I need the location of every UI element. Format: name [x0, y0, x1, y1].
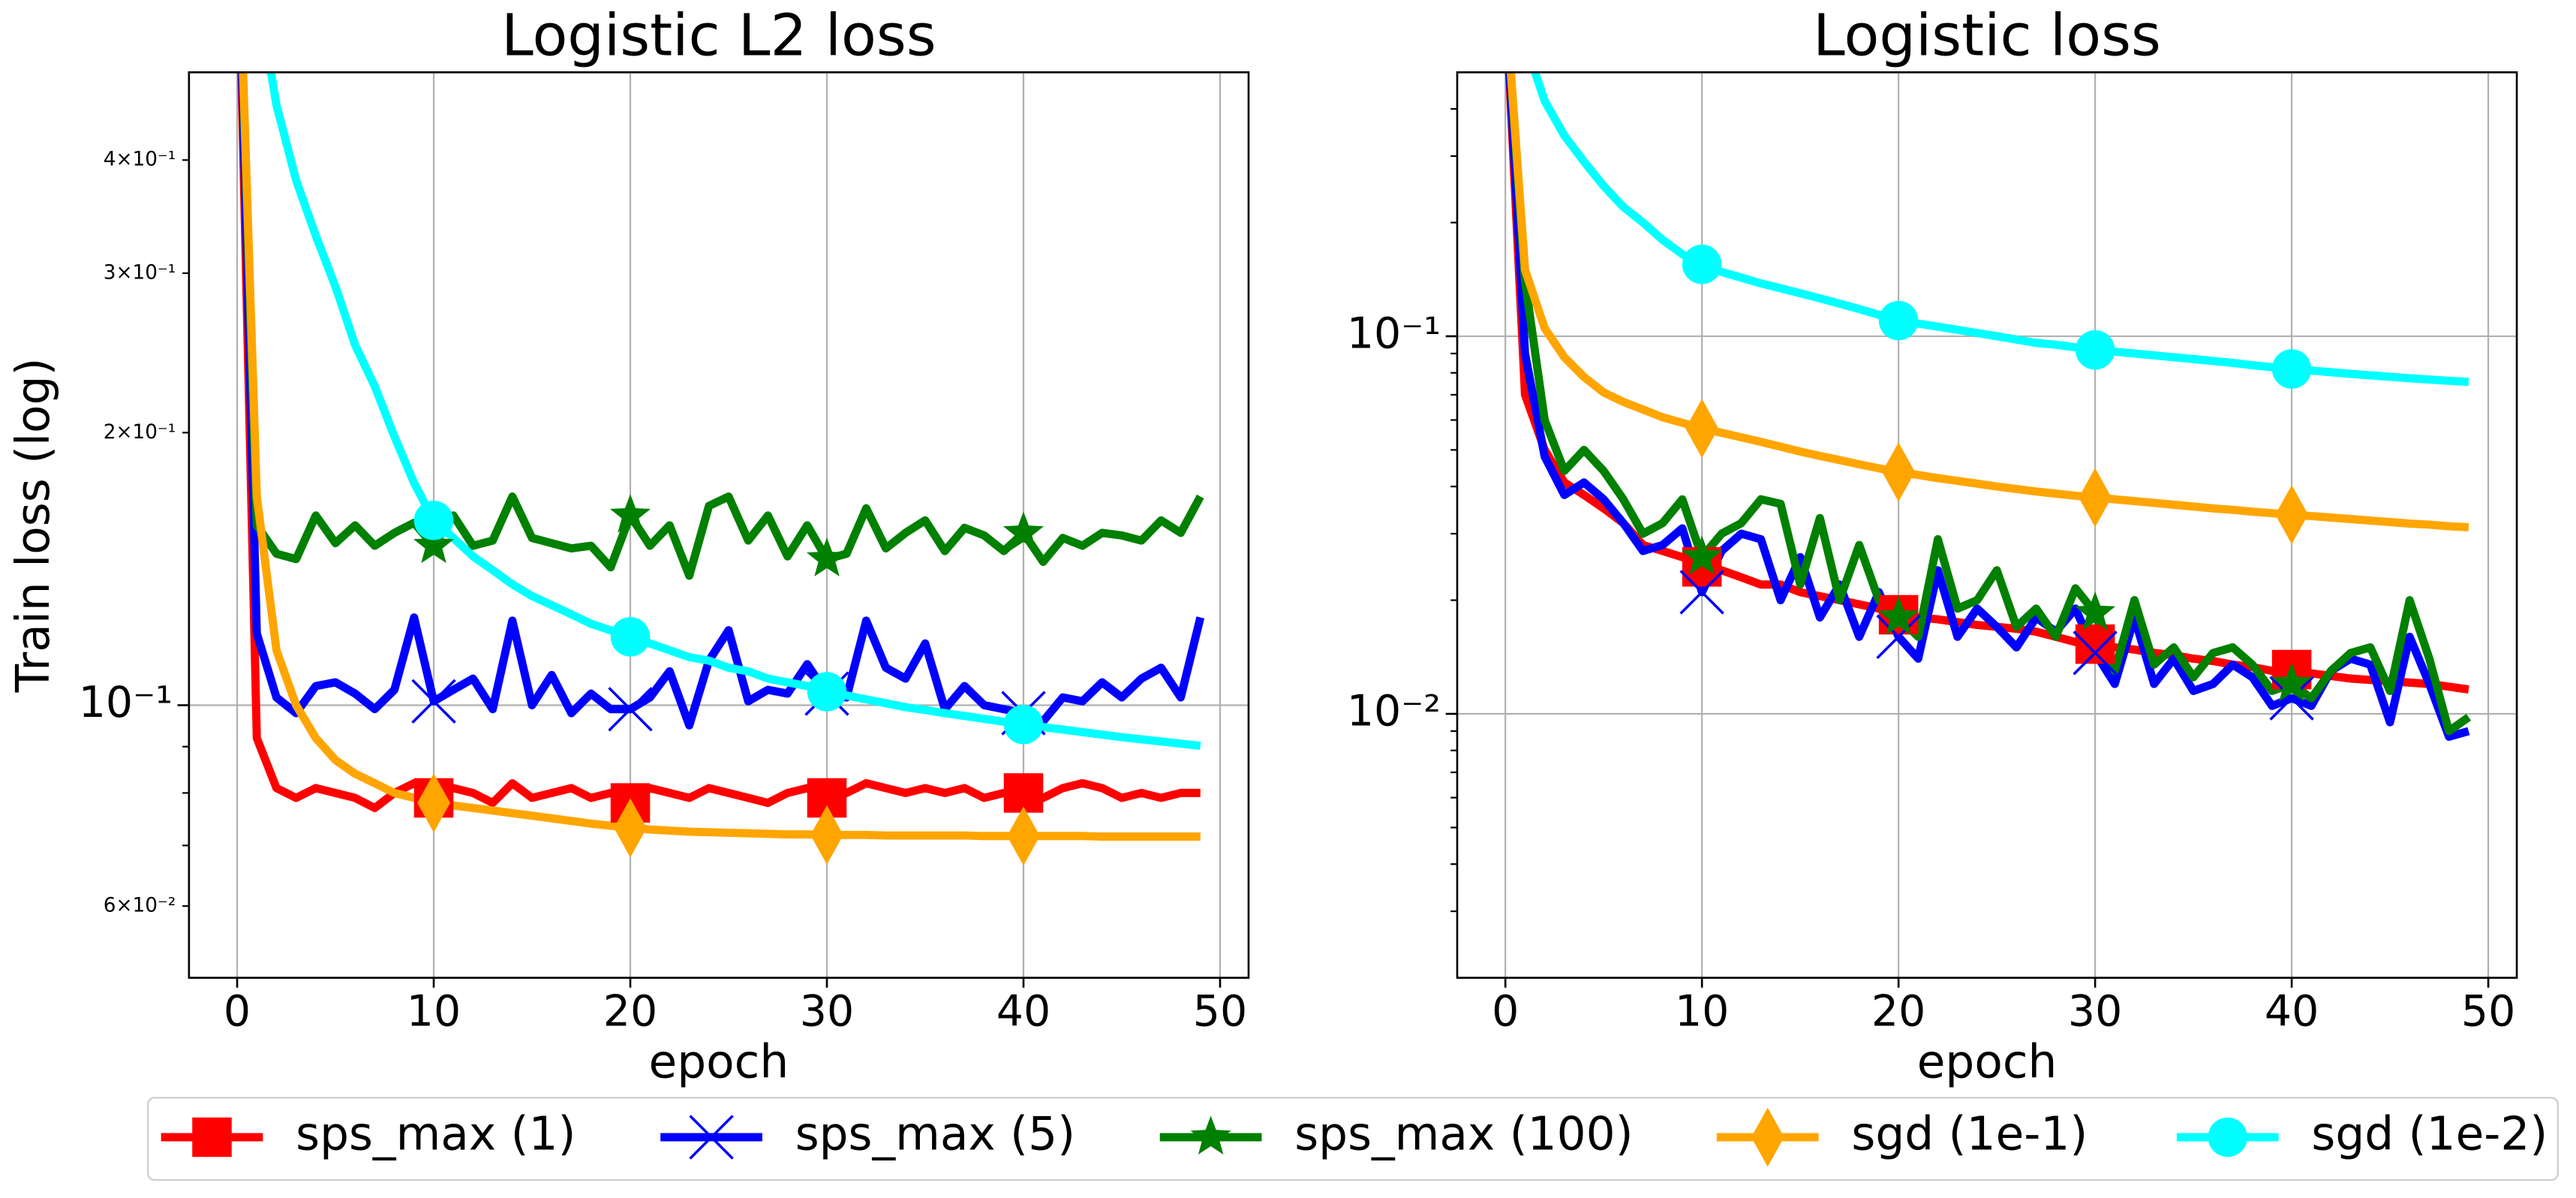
- x-axis-label: epoch: [1917, 1035, 2057, 1088]
- legend-label: sps_max (5): [795, 1108, 1075, 1161]
- x-tick-label: 0: [1492, 986, 1519, 1036]
- marker-x: [608, 687, 653, 732]
- legend-marker: [1190, 1115, 1231, 1155]
- x-tick-label: 0: [224, 986, 251, 1036]
- marker-x: [411, 679, 456, 724]
- legend-label: sgd (1e-1): [1851, 1108, 2088, 1161]
- x-tick-label: 30: [2068, 986, 2122, 1036]
- marker-x: [2073, 631, 2118, 676]
- y-axis-label: Train loss (log): [7, 358, 60, 694]
- marker-x: [1679, 570, 1724, 615]
- legend-marker: [689, 1115, 734, 1160]
- marker-x: [2269, 676, 2314, 721]
- y-minor-tick-label: 2×10⁻¹: [104, 421, 176, 444]
- marker-star: [609, 494, 651, 533]
- marker-star: [2075, 591, 2116, 631]
- marker-star: [2271, 662, 2313, 702]
- axes-frame: [188, 71, 1250, 979]
- x-tick-label: 20: [603, 986, 657, 1036]
- marker-circle: [1682, 244, 1722, 284]
- marker-diamond: [417, 773, 450, 833]
- legend-marker: [2208, 1117, 2248, 1157]
- legend-marker: [192, 1117, 232, 1157]
- legend-marker: [1751, 1107, 1784, 1167]
- x-tick-label: 40: [2265, 986, 2319, 1036]
- y-tick-label: 10⁻¹: [79, 678, 173, 727]
- x-axis-label: epoch: [649, 1035, 789, 1088]
- marker-diamond: [2079, 468, 2112, 528]
- marker-diamond: [1882, 442, 1916, 502]
- series-line: [239, 72, 1204, 580]
- x-tick-label: 40: [996, 986, 1051, 1036]
- legend-box: [147, 1097, 2559, 1181]
- marker-diamond: [1007, 806, 1040, 866]
- marker-star: [1682, 535, 1723, 575]
- marker-star: [806, 537, 848, 576]
- marker-x: [1876, 614, 1921, 660]
- x-tick-label: 20: [1871, 986, 1925, 1036]
- marker-circle: [1003, 704, 1044, 745]
- x-tick-label: 10: [407, 986, 461, 1036]
- marker-circle: [2075, 330, 2115, 370]
- marker-circle: [413, 500, 454, 540]
- marker-star: [413, 524, 455, 564]
- marker-square: [2075, 624, 2115, 664]
- x-tick-label: 10: [1675, 986, 1729, 1036]
- plot-area: [1504, 72, 2472, 741]
- marker-diamond: [614, 798, 647, 858]
- axes-frame: [1456, 71, 2518, 979]
- legend-label: sgd (1e-2): [2311, 1108, 2547, 1161]
- legend-label: sps_max (100): [1294, 1108, 1633, 1161]
- marker-star: [1002, 511, 1045, 550]
- x-tick-label: 50: [1193, 986, 1247, 1036]
- marker-square: [1003, 773, 1044, 813]
- marker-circle: [2271, 349, 2312, 389]
- y-minor-tick-label: 3×10⁻¹: [104, 261, 176, 284]
- y-tick-label: 10⁻¹: [1347, 309, 1441, 359]
- chart-title: Logistic loss: [1813, 3, 2161, 70]
- marker-circle: [610, 617, 651, 657]
- series-line: [1507, 72, 2469, 531]
- series-line: [1506, 72, 2472, 736]
- y-minor-tick-label: 4×10⁻¹: [104, 149, 176, 171]
- chart-title: Logistic L2 loss: [501, 3, 936, 70]
- x-tick-label: 50: [2461, 986, 2515, 1036]
- plot-area: [237, 72, 1205, 866]
- marker-star: [1878, 596, 1919, 635]
- legend-label: sps_max (1): [296, 1108, 576, 1161]
- marker-diamond: [1685, 399, 1719, 459]
- y-tick-label: 10⁻²: [1347, 687, 1441, 736]
- series-line: [1505, 72, 2470, 741]
- marker-circle: [1878, 300, 1919, 341]
- marker-circle: [807, 672, 847, 712]
- y-minor-tick-label: 6×10⁻²: [104, 895, 176, 917]
- x-tick-label: 30: [800, 986, 854, 1036]
